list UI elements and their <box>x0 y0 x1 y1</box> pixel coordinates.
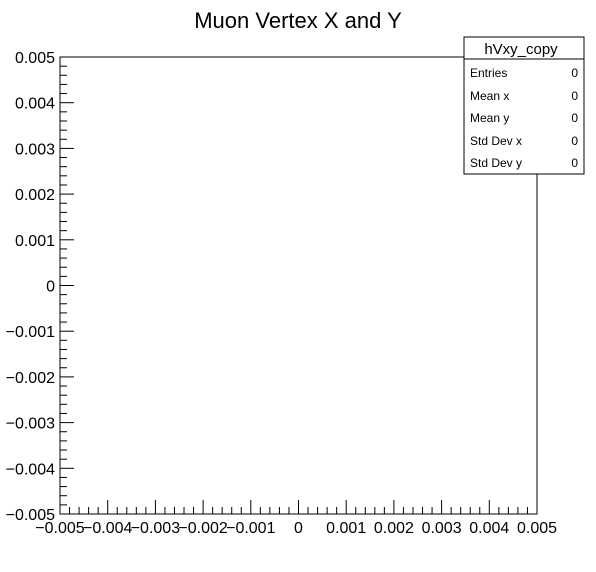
y-tick-label: 0 <box>46 279 55 296</box>
x-tick-label: 0.003 <box>422 520 462 537</box>
x-tick-label: 0.001 <box>326 520 366 537</box>
stats-row-value: 0 <box>571 134 578 148</box>
axis-ticks <box>59 56 538 515</box>
stats-row-label: Entries <box>470 66 507 80</box>
stats-row-value: 0 <box>571 111 578 125</box>
stats-box-title: hVxy_copy <box>484 41 558 58</box>
stats-row-label: Mean y <box>470 111 509 125</box>
stats-row-value: 0 <box>571 89 578 103</box>
y-tick-label: −0.004 <box>6 461 55 478</box>
y-tick-label: 0.003 <box>15 141 55 158</box>
y-tick-label: −0.003 <box>6 416 55 433</box>
stats-row-value: 0 <box>571 66 578 80</box>
y-tick-label: 0.002 <box>15 187 55 204</box>
stats-row-value: 0 <box>571 156 578 170</box>
x-tick-label: −0.005 <box>35 520 84 537</box>
x-tick-label: 0 <box>294 520 303 537</box>
x-tick-label: −0.004 <box>83 520 132 537</box>
y-tick-label: 0.004 <box>15 96 55 113</box>
x-tick-label: 0.002 <box>374 520 414 537</box>
y-tick-label: −0.002 <box>6 370 55 387</box>
x-tick-label: 0.004 <box>469 520 509 537</box>
stats-row-label: Mean x <box>470 89 509 103</box>
stats-row-label: Std Dev x <box>470 134 522 148</box>
x-axis-tick-labels: −0.005−0.004−0.003−0.002−0.001 0 0.001 0.00… <box>35 520 557 537</box>
y-tick-label: 0.005 <box>15 50 55 67</box>
x-tick-label: −0.003 <box>131 520 180 537</box>
x-tick-label: −0.002 <box>178 520 227 537</box>
stats-box-rows: Entries 0 Mean x 0 Mean y 0 Std Dev x 0 Std Dev … <box>470 66 578 170</box>
stats-row-label: Std Dev y <box>470 156 522 170</box>
stats-box-frame <box>463 36 585 175</box>
stats-box: hVxy_copy Entries 0 Mean x 0 Mean y 0 Std Dev … <box>463 36 585 175</box>
y-tick-label: 0.001 <box>15 233 55 250</box>
x-tick-label: −0.001 <box>226 520 275 537</box>
x-tick-label: 0.005 <box>517 520 557 537</box>
y-tick-label: −0.001 <box>6 324 55 341</box>
chart-title: Muon Vertex X and Y <box>194 8 402 33</box>
y-axis-tick-labels: 0.005 0.004 0.003 0.002 0.001 0 −0.001 −0.002 −0… <box>6 50 55 524</box>
y-tick-label: −0.005 <box>6 507 55 524</box>
